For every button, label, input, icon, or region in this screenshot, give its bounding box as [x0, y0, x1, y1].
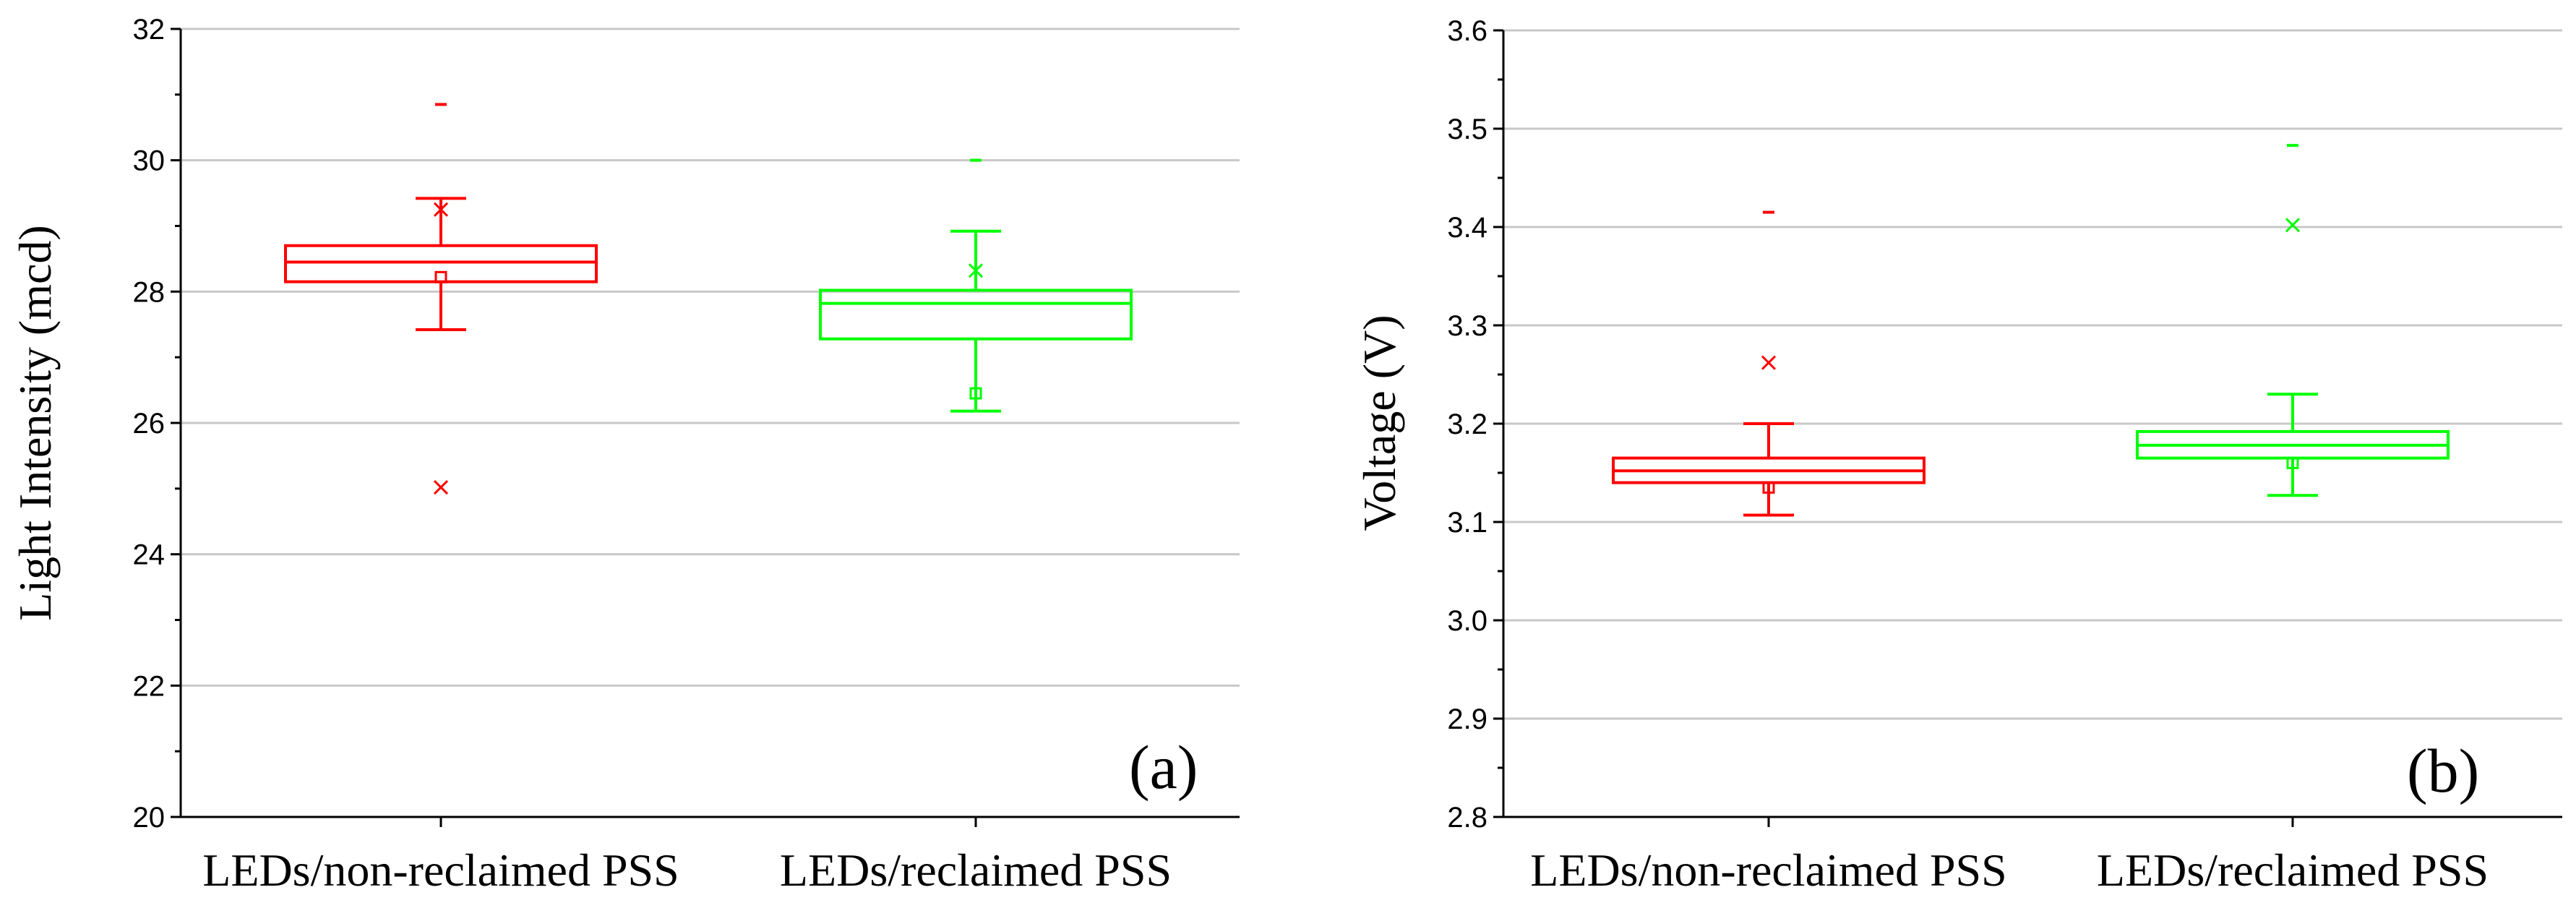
extreme-marker: [968, 263, 984, 278]
chart-b-ytick-label: 3.4: [1447, 212, 1487, 244]
chart-b-xtick-label: LEDs/reclaimed PSS: [2097, 844, 2489, 896]
chart-b-ytick-label: 3.3: [1447, 310, 1487, 342]
chart-b-ytick-label: 2.8: [1447, 802, 1487, 834]
chart-b-panel-label: (b): [2407, 736, 2479, 805]
chart-a-xtick-label: LEDs/non-reclaimed PSS: [202, 844, 679, 896]
chart-b-ytick-label: 3.5: [1447, 114, 1487, 145]
chart-b-ylabel: Voltage (V): [1354, 314, 1405, 531]
mean-marker: [434, 270, 447, 283]
extreme-marker: [1761, 355, 1777, 370]
chart-a-box-2: [819, 158, 1133, 413]
chart-a-xtick-label: LEDs/reclaimed PSS: [780, 844, 1172, 896]
extreme-marker: [2285, 218, 2301, 233]
chart-a: Light Intensity (mcd) (a) 20 22 24 26 28 30 32…: [9, 14, 1240, 896]
chart-b-ytick-label: 3.6: [1447, 15, 1487, 47]
chart-a-panel-label: (a): [1129, 732, 1198, 802]
mean-marker: [1762, 481, 1775, 494]
chart-a-ylabel: Light Intensity (mcd): [9, 225, 61, 620]
chart-b-ytick-label: 3.0: [1447, 605, 1487, 637]
chart-b: Voltage (V) (b) 2.8 2.9 3.0 3.1 3.2 3.3 3.4 3.5…: [1354, 15, 2562, 896]
mean-marker: [2286, 456, 2299, 469]
extreme-marker: [433, 202, 449, 217]
chart-a-ytick-label: 20: [133, 802, 166, 834]
chart-a-ytick-label: 28: [133, 276, 166, 308]
chart-a-box-1: [284, 103, 598, 495]
chart-a-ytick-label: 22: [133, 670, 166, 702]
chart-a-ytick-label: 24: [133, 539, 166, 571]
mean-marker: [969, 387, 982, 400]
chart-b-box-2: [2136, 144, 2450, 497]
chart-b-xtick-label: LEDs/non-reclaimed PSS: [1530, 844, 2006, 896]
extreme-marker: [433, 479, 449, 495]
chart-a-ytick-label: 32: [133, 14, 166, 46]
chart-b-ytick-label: 3.2: [1447, 408, 1487, 440]
chart-b-ytick-label: 2.9: [1447, 703, 1487, 735]
chart-a-ytick-label: 30: [133, 145, 166, 177]
box-iqr: [284, 244, 598, 283]
chart-b-ytick-label: 3.1: [1447, 507, 1487, 539]
chart-b-box-1: [1612, 210, 1925, 517]
chart-a-ytick-label: 26: [133, 408, 166, 440]
box-iqr: [819, 288, 1133, 341]
